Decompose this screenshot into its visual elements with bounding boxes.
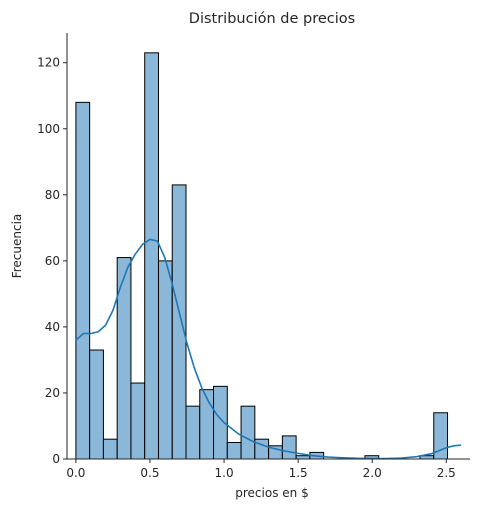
x-tick-label: 2.5 <box>437 466 456 480</box>
x-ticks: 0.0 0.5 1.0 1.5 2.0 2.5 <box>66 459 456 480</box>
axes <box>66 33 470 460</box>
y-tick-label: 0 <box>52 452 60 466</box>
histogram-bars <box>75 52 449 460</box>
histogram-bar <box>75 101 91 460</box>
x-tick-label: 2.0 <box>363 466 382 480</box>
histogram-bar <box>199 389 215 460</box>
kde-curve <box>75 238 462 460</box>
y-tick-label: 20 <box>45 386 60 400</box>
y-tick-label: 100 <box>37 122 60 136</box>
histogram-bar <box>185 405 201 460</box>
x-tick-label: 1.5 <box>289 466 308 480</box>
histogram-bar <box>116 257 132 460</box>
histogram-bar <box>171 184 187 460</box>
y-ticks: 0 20 40 60 80 100 120 <box>37 56 67 466</box>
histogram-bar <box>157 260 173 460</box>
x-tick-label: 0.5 <box>140 466 159 480</box>
histogram-bar <box>281 435 297 460</box>
y-axis-label: Frecuencia <box>10 214 24 279</box>
histogram-bar <box>144 52 159 460</box>
y-tick-label: 60 <box>45 254 60 268</box>
chart-title: Distribución de precios <box>189 11 355 27</box>
histogram-bar <box>240 405 256 460</box>
x-axis-label: precios en $ <box>235 486 308 500</box>
x-tick-label: 1.0 <box>215 466 234 480</box>
y-tick-label: 120 <box>37 56 60 70</box>
histogram-bar <box>130 382 146 460</box>
histogram-bar <box>89 349 104 460</box>
histogram-bar <box>102 438 118 460</box>
y-tick-label: 80 <box>45 188 60 202</box>
x-tick-label: 0.0 <box>66 466 85 480</box>
y-tick-label: 40 <box>45 320 60 334</box>
histogram-bar <box>226 441 242 460</box>
